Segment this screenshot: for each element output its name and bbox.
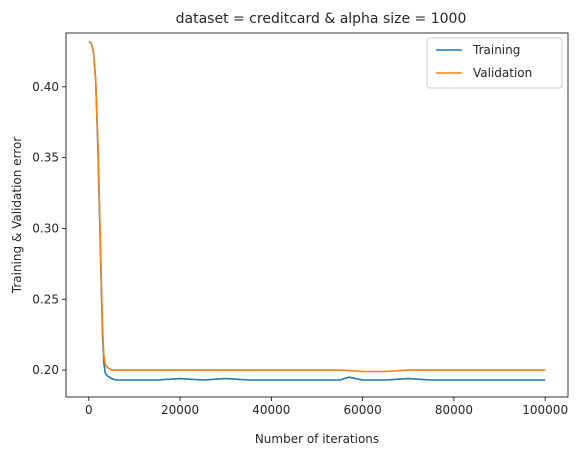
x-tick-label: 40000: [252, 403, 290, 417]
legend-label-validation: Validation: [473, 66, 532, 80]
series-line-validation: [88, 40, 546, 373]
x-tick-label: 20000: [161, 403, 199, 417]
y-axis: 0.20 0.25 0.30 0.35 0.40: [32, 80, 66, 377]
x-tick-label: 100000: [522, 403, 568, 417]
y-tick-label: 0.25: [32, 292, 59, 306]
x-axis-label: Number of iterations: [255, 432, 379, 446]
y-tick-label: 0.35: [32, 151, 59, 165]
x-tick-label: 0: [85, 403, 93, 417]
x-tick-label: 80000: [435, 403, 473, 417]
x-axis: 0 20000 40000 60000 80000 100000: [85, 397, 568, 417]
y-tick-label: 0.30: [32, 221, 59, 235]
plot-frame: [65, 32, 569, 398]
x-tick-label: 60000: [344, 403, 382, 417]
legend: Training Validation: [426, 37, 563, 89]
plot-area: [88, 40, 546, 381]
series-line-training: [88, 40, 546, 381]
chart-title: dataset = creditcard & alpha size = 1000: [176, 11, 467, 27]
legend-label-training: Training: [472, 43, 520, 57]
y-tick-label: 0.20: [32, 363, 59, 377]
y-tick-label: 0.40: [32, 80, 59, 94]
y-axis-label: Training & Validation error: [10, 137, 24, 295]
